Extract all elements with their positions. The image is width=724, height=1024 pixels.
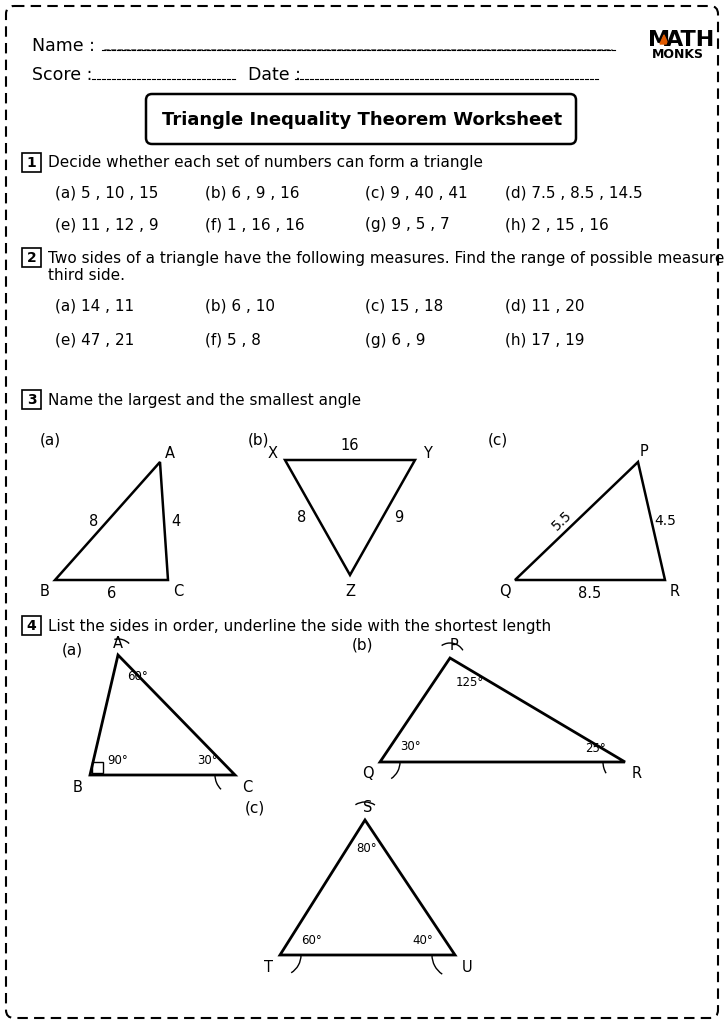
- Text: 2: 2: [27, 251, 36, 265]
- Text: 8: 8: [297, 510, 306, 525]
- Text: (b) 6 , 9 , 16: (b) 6 , 9 , 16: [205, 185, 300, 201]
- Text: 30°: 30°: [197, 755, 217, 768]
- Text: (e) 47 , 21: (e) 47 , 21: [55, 333, 134, 347]
- Text: (c) 9 , 40 , 41: (c) 9 , 40 , 41: [365, 185, 468, 201]
- Text: ATH: ATH: [666, 30, 715, 50]
- Text: 9: 9: [394, 510, 403, 525]
- Text: 30°: 30°: [400, 739, 421, 753]
- Text: 80°: 80°: [357, 842, 377, 854]
- Text: Z: Z: [345, 584, 355, 598]
- Text: Two sides of a triangle have the following measures. Find the range of possible : Two sides of a triangle have the followi…: [48, 251, 724, 265]
- Text: (a): (a): [62, 642, 83, 657]
- Text: B: B: [73, 779, 83, 795]
- Text: 60°: 60°: [302, 934, 322, 946]
- Text: B: B: [40, 585, 50, 599]
- Text: Score :: Score :: [32, 66, 93, 84]
- Text: (c): (c): [488, 432, 508, 447]
- Text: X: X: [268, 446, 278, 462]
- Text: C: C: [173, 585, 183, 599]
- Text: (b): (b): [352, 638, 374, 652]
- Text: A: A: [113, 636, 123, 650]
- Text: P: P: [450, 639, 458, 653]
- Text: Y: Y: [423, 446, 432, 462]
- Text: (f) 1 , 16 , 16: (f) 1 , 16 , 16: [205, 217, 305, 232]
- Text: 125°: 125°: [456, 676, 484, 688]
- FancyBboxPatch shape: [146, 94, 576, 144]
- Text: (g) 9 , 5 , 7: (g) 9 , 5 , 7: [365, 217, 450, 232]
- Text: 16: 16: [341, 438, 359, 454]
- Text: (e) 11 , 12 , 9: (e) 11 , 12 , 9: [55, 217, 159, 232]
- Text: (a) 5 , 10 , 15: (a) 5 , 10 , 15: [55, 185, 159, 201]
- Text: R: R: [632, 767, 642, 781]
- Text: 90°: 90°: [108, 755, 128, 768]
- Text: 8: 8: [89, 513, 98, 528]
- Text: (h) 17 , 19: (h) 17 , 19: [505, 333, 584, 347]
- Text: M: M: [648, 30, 670, 50]
- Text: 25°: 25°: [584, 741, 605, 755]
- Text: Decide whether each set of numbers can form a triangle: Decide whether each set of numbers can f…: [48, 156, 483, 171]
- Text: (b): (b): [248, 432, 269, 447]
- Text: (c): (c): [245, 801, 265, 815]
- Text: (a) 14 , 11: (a) 14 , 11: [55, 299, 134, 313]
- Text: U: U: [462, 959, 472, 975]
- Text: (d) 11 , 20: (d) 11 , 20: [505, 299, 584, 313]
- Text: (c) 15 , 18: (c) 15 , 18: [365, 299, 443, 313]
- Text: 3: 3: [27, 393, 36, 407]
- FancyBboxPatch shape: [22, 153, 41, 172]
- Text: (h) 2 , 15 , 16: (h) 2 , 15 , 16: [505, 217, 609, 232]
- Text: C: C: [242, 779, 252, 795]
- Text: Name :: Name :: [32, 37, 95, 55]
- FancyBboxPatch shape: [22, 390, 41, 409]
- Text: T: T: [264, 959, 272, 975]
- Text: (d) 7.5 , 8.5 , 14.5: (d) 7.5 , 8.5 , 14.5: [505, 185, 643, 201]
- Text: List the sides in order, underline the side with the shortest length: List the sides in order, underline the s…: [48, 618, 551, 634]
- FancyBboxPatch shape: [22, 616, 41, 635]
- Text: 1: 1: [27, 156, 36, 170]
- Text: 60°: 60°: [127, 671, 148, 683]
- Text: S: S: [363, 800, 373, 814]
- FancyBboxPatch shape: [22, 248, 41, 267]
- Text: P: P: [639, 444, 649, 460]
- Text: 4.5: 4.5: [654, 514, 676, 528]
- Text: 4: 4: [27, 618, 36, 633]
- Text: 4: 4: [172, 513, 180, 528]
- Text: 8.5: 8.5: [578, 587, 602, 601]
- Text: (g) 6 , 9: (g) 6 , 9: [365, 333, 426, 347]
- Polygon shape: [660, 35, 668, 44]
- Text: Q: Q: [362, 767, 374, 781]
- Text: 6: 6: [107, 587, 116, 601]
- Text: 40°: 40°: [413, 934, 434, 946]
- Text: MONKS: MONKS: [652, 48, 704, 61]
- Text: R: R: [670, 585, 680, 599]
- Text: Name the largest and the smallest angle: Name the largest and the smallest angle: [48, 392, 361, 408]
- Bar: [92, 762, 103, 773]
- Text: A: A: [165, 446, 175, 462]
- Text: Date :: Date :: [248, 66, 301, 84]
- Text: (a): (a): [40, 432, 61, 447]
- Text: Triangle Inequality Theorem Worksheet: Triangle Inequality Theorem Worksheet: [162, 111, 562, 129]
- Text: (f) 5 , 8: (f) 5 , 8: [205, 333, 261, 347]
- Text: 5.5: 5.5: [550, 508, 576, 534]
- Text: third side.: third side.: [48, 268, 125, 284]
- Text: (b) 6 , 10: (b) 6 , 10: [205, 299, 275, 313]
- Text: Q: Q: [499, 585, 511, 599]
